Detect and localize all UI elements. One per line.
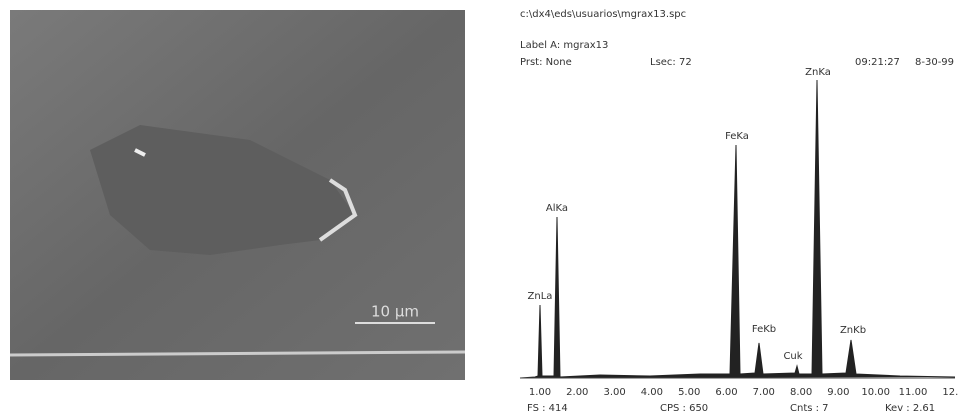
x-tick-label: 10.00 <box>861 387 890 398</box>
x-tick-label: 11.00 <box>899 387 928 398</box>
sem-image: 10 μm <box>10 10 465 380</box>
footer-stat: Kev : 2.61 <box>885 403 935 414</box>
x-tick-label: 6.00 <box>715 387 737 398</box>
footer-stat: CPS : 650 <box>660 403 708 414</box>
x-tick-label: 1.00 <box>529 387 551 398</box>
spectrum: c:\dx4\eds\usuarios\mgrax13.spc Label A:… <box>520 9 958 414</box>
x-tick-label: 7.00 <box>753 387 775 398</box>
scale-bar-label: 10 μm <box>371 303 419 321</box>
peak-label: ZnKb <box>840 325 866 336</box>
footer-stat: FS : 414 <box>527 403 568 414</box>
x-tick-label: 12. <box>942 387 958 398</box>
page: 10 μm c:\dx4\eds\usuarios\mgrax13.spc La… <box>0 0 965 418</box>
x-tick-label: 9.00 <box>827 387 849 398</box>
x-tick-label: 8.00 <box>790 387 812 398</box>
peak-label: ZnLa <box>528 291 553 302</box>
peak-label: Cuk <box>783 351 802 362</box>
peak-label: ZnKa <box>805 67 831 78</box>
x-tick-label: 3.00 <box>603 387 625 398</box>
peak-label: FeKb <box>752 324 776 335</box>
x-tick-label: 5.00 <box>678 387 700 398</box>
file-path: c:\dx4\eds\usuarios\mgrax13.spc <box>520 9 686 20</box>
x-tick-label: 4.00 <box>641 387 663 398</box>
label: Label A: mgrax13 <box>520 40 608 51</box>
peak-label: FeKa <box>725 131 749 142</box>
footer-stat: Cnts : 7 <box>790 403 829 414</box>
spectrum-trace <box>520 80 955 378</box>
lsec: Lsec: 72 <box>650 57 692 68</box>
date: 8-30-99 <box>915 57 954 68</box>
time: 09:21:27 <box>855 57 900 68</box>
peak-label: AlKa <box>546 203 568 214</box>
preset: Prst: None <box>520 57 572 68</box>
x-ticks: 1.00 2.00 3.00 4.00 5.00 6.00 7.00 8.00 9.00 10.0… <box>529 387 958 398</box>
x-tick-label: 2.00 <box>566 387 588 398</box>
